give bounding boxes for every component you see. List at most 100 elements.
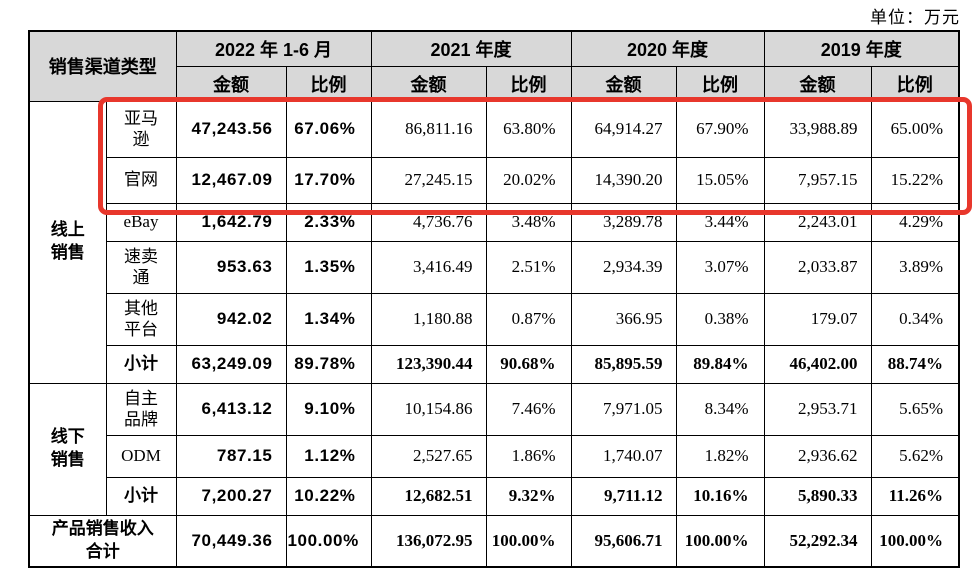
table-cell: 3,289.78 <box>570 202 677 242</box>
table-row-total: 产品销售收入合计 70,449.36 100.00% 136,072.95 10… <box>28 514 960 568</box>
group-label: 线下销售 <box>50 427 85 469</box>
amount-header: 金额 <box>370 65 487 102</box>
table-cell: 1.35% <box>285 240 372 294</box>
ratio-header: 比例 <box>285 65 372 102</box>
table-cell: 67.90% <box>675 100 765 158</box>
table-cell: 10.16% <box>675 476 765 516</box>
table-cell: 3.44% <box>675 202 765 242</box>
table-cell: 1,642.79 <box>175 202 287 242</box>
group-online-sales: 线上销售 <box>28 100 107 384</box>
group-offline-sales: 线下销售 <box>28 382 107 516</box>
row-label-text: 小计 <box>124 354 158 374</box>
table-cell: 4,736.76 <box>370 202 487 242</box>
table-cell: 63,249.09 <box>175 344 287 384</box>
table-cell: 9,711.12 <box>570 476 677 516</box>
table-cell: 2.33% <box>285 202 372 242</box>
table-cell: 7,971.05 <box>570 382 677 436</box>
ratio-header: 比例 <box>870 65 960 102</box>
table-cell: 9.32% <box>485 476 572 516</box>
period-header-2020: 2020 年度 <box>570 30 765 67</box>
table-row-own-brand: 线下销售 自主品牌 6,413.12 9.10% 10,154.86 7.46%… <box>28 382 960 516</box>
table-cell: 20.02% <box>485 156 572 204</box>
amount-header: 金额 <box>763 65 872 102</box>
row-label-own-brand: 自主品牌 <box>105 382 177 436</box>
table-row-offline-subtotal: 小计 7,200.27 10.22% 12,682.51 9.32% 9,711… <box>29 476 960 516</box>
table-cell: 3.07% <box>675 240 765 294</box>
table-cell: 33,988.89 <box>763 100 872 158</box>
table-cell: 7,200.27 <box>175 476 287 516</box>
table-cell: 10,154.86 <box>370 382 487 436</box>
table-cell: 100.00% <box>675 514 765 568</box>
table-cell: 64,914.27 <box>570 100 677 158</box>
table-cell: 366.95 <box>570 292 677 346</box>
table-cell: 4.29% <box>870 202 960 242</box>
row-label-offline-subtotal: 小计 <box>105 476 177 516</box>
ratio-header: 比例 <box>485 65 572 102</box>
table-cell: 2.51% <box>485 240 572 294</box>
table-cell: 1.82% <box>675 434 765 478</box>
table-row-amazon: 线上销售 亚马逊 47,243.56 67.06% 86,811.16 63.8… <box>28 100 960 384</box>
row-label-online-subtotal: 小计 <box>105 344 177 384</box>
row-label-amazon: 亚马逊 <box>105 100 177 158</box>
table-cell: 15.22% <box>870 156 960 204</box>
row-label-other-platforms: 其他平台 <box>105 292 177 346</box>
table-row-online-subtotal: 小计 63,249.09 89.78% 123,390.44 90.68% 85… <box>29 344 960 384</box>
table-cell: 7.46% <box>485 382 572 436</box>
table-cell: 2,033.87 <box>763 240 872 294</box>
table-cell: 17.70% <box>285 156 372 204</box>
table-cell: 10.22% <box>285 476 372 516</box>
table-cell: 1.86% <box>485 434 572 478</box>
table-cell: 15.05% <box>675 156 765 204</box>
unit-label: 单位：万元 <box>870 8 960 27</box>
table-cell: 67.06% <box>285 100 372 158</box>
table-cell: 86,811.16 <box>370 100 487 158</box>
table-cell: 5.65% <box>870 382 960 436</box>
row-label-text: 亚马逊 <box>124 108 158 149</box>
header-row-metrics: 金额 比例 金额 比例 金额 比例 金额 比例 <box>29 65 960 102</box>
table-cell: 1.12% <box>285 434 372 478</box>
period-header-2019: 2019 年度 <box>763 30 960 67</box>
table-cell: 7,957.15 <box>763 156 872 204</box>
table-cell: 2,953.71 <box>763 382 872 436</box>
table-cell: 27,245.15 <box>370 156 487 204</box>
table-cell: 6,413.12 <box>175 382 287 436</box>
table-cell: 3,416.49 <box>370 240 487 294</box>
row-label-text: ODM <box>121 446 161 466</box>
table-cell: 89.78% <box>285 344 372 384</box>
table-cell: 2,936.62 <box>763 434 872 478</box>
row-label-official-site: 官网 <box>105 156 177 204</box>
amount-header: 金额 <box>570 65 677 102</box>
table-row-aliexpress: 速卖通 953.63 1.35% 3,416.49 2.51% 2,934.39… <box>29 240 960 294</box>
group-label: 线上销售 <box>50 220 85 262</box>
table-cell: 953.63 <box>175 240 287 294</box>
table-cell: 88.74% <box>870 344 960 384</box>
row-label-text: 速卖通 <box>124 246 158 287</box>
table-cell: 1,180.88 <box>370 292 487 346</box>
table-cell: 12,467.09 <box>175 156 287 204</box>
header-row-periods: 销售渠道类型 2022 年 1-6 月 2021 年度 2020 年度 2019… <box>28 30 960 102</box>
table-cell: 2,243.01 <box>763 202 872 242</box>
row-label-ebay: eBay <box>105 202 177 242</box>
table-cell: 123,390.44 <box>370 344 487 384</box>
table-cell: 100.00% <box>870 514 960 568</box>
table-row-ebay: eBay 1,642.79 2.33% 4,736.76 3.48% 3,289… <box>29 202 960 242</box>
table-row-official-site: 官网 12,467.09 17.70% 27,245.15 20.02% 14,… <box>29 156 960 204</box>
row-label-text: 自主品牌 <box>124 388 158 429</box>
table-cell: 787.15 <box>175 434 287 478</box>
table-cell: 12,682.51 <box>370 476 487 516</box>
amount-header: 金额 <box>175 65 287 102</box>
table-cell: 1,740.07 <box>570 434 677 478</box>
table-cell: 1.34% <box>285 292 372 346</box>
table-cell: 47,243.56 <box>175 100 287 158</box>
table-cell: 136,072.95 <box>370 514 487 568</box>
row-label-text: 产品销售收入合计 <box>51 518 154 561</box>
table-cell: 90.68% <box>485 344 572 384</box>
table-cell: 100.00% <box>285 514 372 568</box>
table-cell: 70,449.36 <box>175 514 287 568</box>
table-cell: 89.84% <box>675 344 765 384</box>
row-label-total: 产品销售收入合计 <box>28 514 177 568</box>
row-label-odm: ODM <box>105 434 177 478</box>
table-cell: 942.02 <box>175 292 287 346</box>
table-cell: 95,606.71 <box>570 514 677 568</box>
row-label-text: 小计 <box>124 486 158 506</box>
